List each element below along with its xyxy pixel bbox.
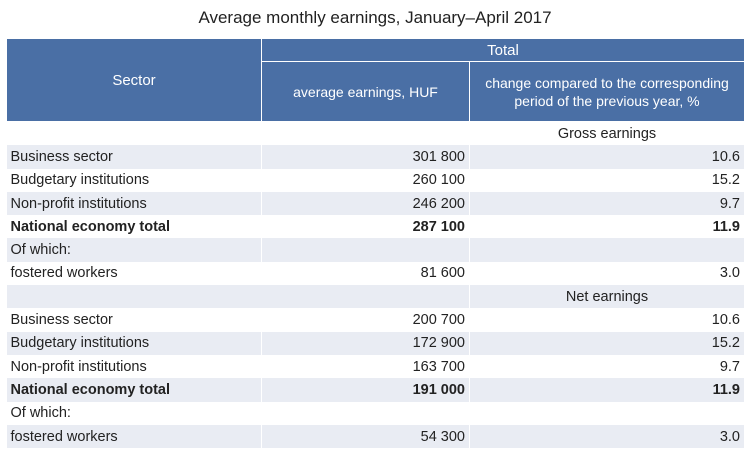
cell-sector: Business sector <box>6 145 262 169</box>
cell-average-earnings: 81 600 <box>261 261 470 286</box>
table-row: Of which: <box>6 238 745 262</box>
header-sector: Sector <box>6 38 262 122</box>
table-row: Business sector 301 800 10.6 <box>6 145 745 169</box>
cell-sector: Non-profit institutions <box>6 354 262 379</box>
cell-change: 15.2 <box>469 331 745 355</box>
header-change: change compared to the corresponding per… <box>469 61 745 122</box>
cell-sector: Of which: <box>6 238 262 262</box>
cell-average-earnings: 163 700 <box>261 354 470 379</box>
table-title: Average monthly earnings, January–April … <box>198 8 552 27</box>
section-spacer <box>6 285 470 309</box>
table-row: National economy total 287 100 11.9 <box>6 215 745 239</box>
cell-sector: Of which: <box>6 401 262 425</box>
table-row: National economy total 191 000 11.9 <box>6 378 745 402</box>
cell-sector: Non-profit institutions <box>6 191 262 216</box>
table-row: fostered workers 81 600 3.0 <box>6 261 745 286</box>
cell-change: 15.2 <box>469 168 745 192</box>
cell-sector: Business sector <box>6 308 262 332</box>
cell-sector: National economy total <box>6 215 262 239</box>
cell-change <box>469 401 745 425</box>
cell-change: 3.0 <box>469 424 745 449</box>
cell-change: 9.7 <box>469 191 745 216</box>
cell-sector: Budgetary institutions <box>6 331 262 355</box>
table-header: Sector Total average earnings, HUF chang… <box>6 37 745 122</box>
section-label: Gross earnings <box>469 121 745 146</box>
cell-average-earnings <box>261 401 470 425</box>
header-average-earnings: average earnings, HUF <box>261 61 470 122</box>
section-row: Net earnings <box>6 285 745 309</box>
cell-average-earnings: 54 300 <box>261 424 470 449</box>
cell-change <box>469 238 745 262</box>
table-row: Non-profit institutions 246 200 9.7 <box>6 191 745 216</box>
cell-average-earnings: 301 800 <box>261 145 470 169</box>
section-label: Net earnings <box>469 285 745 309</box>
cell-average-earnings: 260 100 <box>261 168 470 192</box>
table-row: Budgetary institutions 260 100 15.2 <box>6 168 745 192</box>
header-total: Total <box>261 37 745 63</box>
table-body: Gross earnings Business sector 301 800 10.6… <box>6 121 745 449</box>
table-row: Budgetary institutions 172 900 15.2 <box>6 331 745 355</box>
cell-change: 9.7 <box>469 354 745 379</box>
earnings-table: Sector Total average earnings, HUF chang… <box>6 37 745 449</box>
section-spacer <box>6 121 470 146</box>
cell-sector: National economy total <box>6 378 262 402</box>
cell-average-earnings: 191 000 <box>261 378 470 402</box>
cell-sector: fostered workers <box>6 424 262 449</box>
table-row: Non-profit institutions 163 700 9.7 <box>6 354 745 379</box>
cell-change: 3.0 <box>469 261 745 286</box>
cell-sector: fostered workers <box>6 261 262 286</box>
cell-change: 11.9 <box>469 215 745 239</box>
section-row: Gross earnings <box>6 121 745 146</box>
cell-average-earnings <box>261 238 470 262</box>
cell-change: 10.6 <box>469 145 745 169</box>
cell-average-earnings: 172 900 <box>261 331 470 355</box>
cell-average-earnings: 246 200 <box>261 191 470 216</box>
cell-change: 10.6 <box>469 308 745 332</box>
cell-change: 11.9 <box>469 378 745 402</box>
cell-average-earnings: 287 100 <box>261 215 470 239</box>
cell-average-earnings: 200 700 <box>261 308 470 332</box>
table-row: fostered workers 54 300 3.0 <box>6 424 745 449</box>
table-row: Of which: <box>6 401 745 425</box>
cell-sector: Budgetary institutions <box>6 168 262 192</box>
table-row: Business sector 200 700 10.6 <box>6 308 745 332</box>
